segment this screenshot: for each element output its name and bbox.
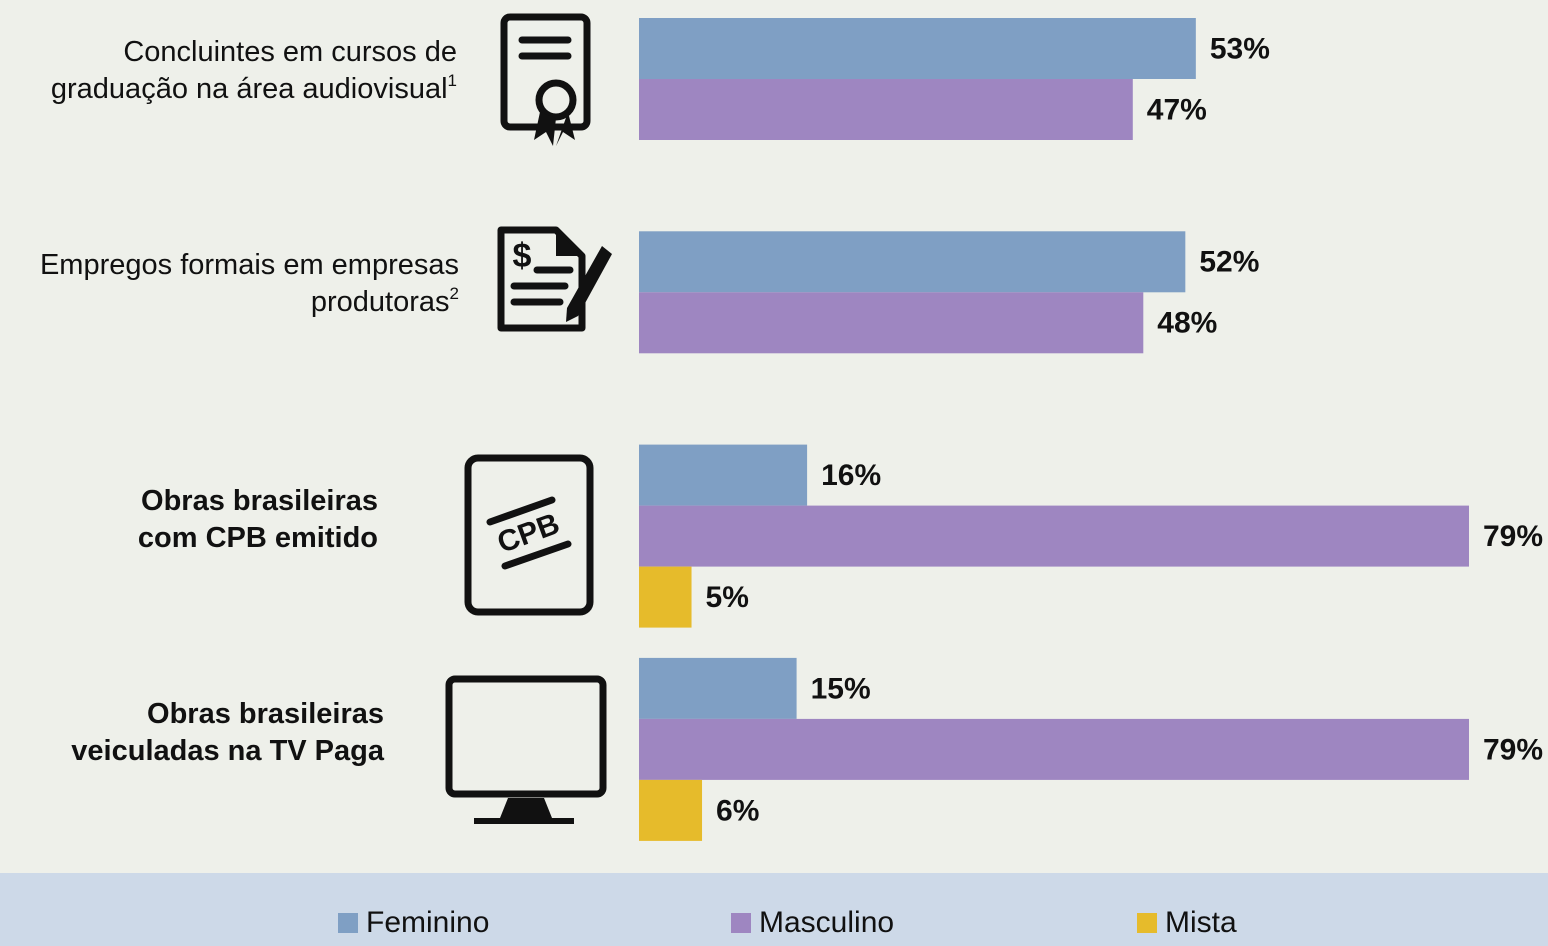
bar — [639, 231, 1186, 293]
value-label: 6% — [716, 794, 759, 827]
value-label: 16% — [821, 459, 881, 492]
bar — [639, 505, 1469, 567]
tv-icon — [445, 675, 607, 824]
category-text: Empregos formais em empresas produtoras — [39, 249, 459, 319]
bar — [639, 18, 1196, 79]
category-label: Obras brasileiras veiculadas na TV Paga — [39, 696, 384, 770]
category-label: Concluintes em cursos de graduação na ár… — [7, 34, 457, 108]
bar — [639, 444, 808, 506]
value-label: 47% — [1147, 93, 1207, 126]
value-label: 79% — [1483, 733, 1543, 766]
value-label: 52% — [1199, 246, 1259, 279]
category-label: Empregos formais em empresas produtoras2 — [0, 247, 459, 321]
legend-swatch — [1137, 913, 1157, 933]
bar — [639, 79, 1133, 140]
value-label: 15% — [811, 672, 871, 705]
certificate-icon — [500, 13, 591, 146]
legend-label: Masculino — [759, 906, 894, 939]
contract-icon: $ — [497, 226, 612, 332]
category-text: Concluintes em cursos de graduação na ár… — [50, 36, 457, 105]
legend-swatch — [338, 913, 358, 933]
legend-swatch — [731, 913, 751, 933]
bar — [639, 718, 1469, 780]
bar — [639, 657, 797, 719]
category-text: Obras brasileiras veiculadas na TV Paga — [71, 698, 384, 768]
value-label: 48% — [1157, 307, 1217, 340]
footnote-mark: 2 — [449, 284, 459, 304]
footnote-mark: 1 — [447, 71, 457, 90]
value-label: 5% — [706, 581, 749, 614]
value-label: 79% — [1483, 520, 1543, 553]
legend-label: Feminino — [366, 906, 489, 939]
category-label: Obras brasileiras com CPB emitido — [108, 483, 378, 557]
legend-label: Mista — [1165, 906, 1237, 939]
category-text: Obras brasileiras com CPB emitido — [137, 485, 378, 555]
bar — [639, 566, 692, 628]
svg-text:$: $ — [513, 237, 532, 275]
value-label: 53% — [1210, 32, 1270, 65]
bar — [639, 292, 1144, 354]
legend-band — [0, 873, 1548, 946]
bar — [639, 779, 703, 841]
cpb-icon: CPB — [464, 454, 594, 616]
